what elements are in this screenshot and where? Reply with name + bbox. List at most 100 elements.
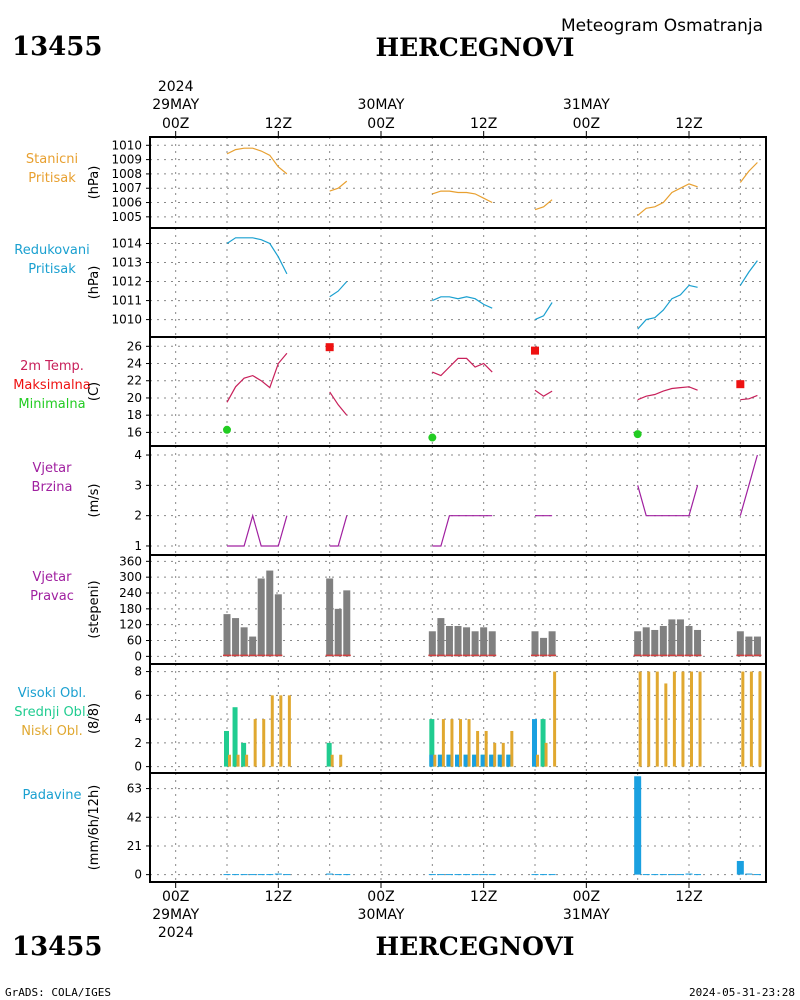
time-label-bottom: 00Z xyxy=(367,889,394,905)
time-label-top: 00Z xyxy=(367,116,394,132)
y-tick-label: 26 xyxy=(127,339,142,353)
cloud-low-bar xyxy=(690,671,693,767)
max-temp-marker xyxy=(736,380,745,389)
y-tick-label: 120 xyxy=(119,618,142,632)
precipitation-bar xyxy=(274,873,282,875)
precipitation-bar xyxy=(531,874,539,876)
cloud-low-bar xyxy=(262,719,266,767)
y-tick-label: 1013 xyxy=(111,256,142,270)
temperature-line xyxy=(432,357,493,377)
wind-direction-bar xyxy=(257,578,265,657)
cloud-low-bar xyxy=(450,719,454,767)
y-tick-label: 4 xyxy=(134,448,142,462)
unit-label: (mm/6h/12h) xyxy=(87,785,102,871)
y-tick-label: 1012 xyxy=(111,275,142,289)
panel-label: Padavine xyxy=(23,788,82,803)
cloud-low-bar xyxy=(484,730,488,767)
panel-label: Pritisak xyxy=(28,262,76,277)
wind-direction-bar xyxy=(428,631,436,657)
wind-direction-bar xyxy=(437,618,445,657)
time-label-bottom: 29MAY xyxy=(152,907,199,923)
y-tick-label: 240 xyxy=(119,586,142,600)
precipitation-bar xyxy=(659,874,667,876)
time-label-top: 30MAY xyxy=(358,97,405,113)
precipitation-bar xyxy=(249,874,257,876)
cloud-low-bar xyxy=(638,671,642,767)
wind-direction-bar xyxy=(454,626,462,657)
cloud-low-bar xyxy=(245,754,249,767)
y-tick-label: 22 xyxy=(127,374,142,388)
wind-direction-bar xyxy=(249,636,257,657)
precipitation-bar xyxy=(454,874,462,876)
wind-direction-bar xyxy=(334,608,342,657)
cloud-middle-bar xyxy=(326,742,332,767)
wind-direction-bar xyxy=(445,626,453,657)
min-temp-marker xyxy=(223,425,231,434)
time-label-top: 12Z xyxy=(265,116,292,132)
cloud-middle-bar xyxy=(232,707,238,767)
y-tick-label: 42 xyxy=(127,810,142,824)
wind-direction-bar xyxy=(266,570,274,657)
station-pressure-line xyxy=(329,180,348,192)
precipitation-bar xyxy=(445,874,453,876)
cloud-low-bar xyxy=(672,671,676,767)
y-tick-label: 24 xyxy=(127,357,142,371)
panel-label: Stanicni xyxy=(26,152,78,167)
cloud-low-bar xyxy=(270,695,274,767)
grid-layer xyxy=(150,137,766,882)
wind-direction-bar xyxy=(240,627,248,657)
cloud-middle-bar xyxy=(540,719,546,767)
precipitation-bar xyxy=(548,874,556,876)
unit-label: (hPa) xyxy=(87,266,102,300)
panel-frame xyxy=(149,772,767,883)
time-label-bottom: 2024 xyxy=(158,925,194,941)
footer-credit: GrADS: COLA/IGES xyxy=(5,986,111,999)
precipitation-bar xyxy=(676,874,684,876)
precipitation-bar xyxy=(651,874,659,876)
panel-frame xyxy=(149,336,767,447)
precipitation-bar xyxy=(283,874,291,876)
cloud-high-bar xyxy=(506,754,512,767)
wind-direction-bar xyxy=(694,629,702,657)
cloud-low-bar xyxy=(441,719,445,767)
y-tick-label: 20 xyxy=(127,391,142,405)
cloud-low-bar xyxy=(236,754,240,767)
precipitation-bar xyxy=(326,873,334,875)
precipitation-bar xyxy=(428,874,436,876)
precipitation-bar xyxy=(668,874,676,876)
min-temp-marker xyxy=(428,433,437,442)
cloud-low-bar xyxy=(253,719,257,767)
reduced-pressure-line xyxy=(534,302,553,321)
cloud-low-bar xyxy=(741,671,745,767)
station-pressure-line xyxy=(226,147,288,175)
wind-direction-bar xyxy=(480,627,488,657)
precipitation-bar xyxy=(642,874,650,876)
panel-label: Minimalna xyxy=(18,397,85,412)
y-tick-label: 1 xyxy=(134,539,142,553)
cloud-low-bar xyxy=(681,671,685,767)
wind-direction-bar xyxy=(343,590,351,657)
station-name: HERCEGNOVI xyxy=(375,33,574,62)
cloud-high-bar xyxy=(455,754,460,767)
time-label-bottom: 12Z xyxy=(470,889,497,905)
wind-direction-bar xyxy=(540,637,548,657)
wind-direction-bar xyxy=(326,578,334,657)
panel-frame xyxy=(149,227,767,338)
cloud-high-bar xyxy=(446,754,452,767)
footer-station-id: 13455 xyxy=(12,932,102,962)
panel-label: Brzina xyxy=(32,480,73,495)
panel-label: Redukovani xyxy=(14,243,89,258)
wind-speed-line xyxy=(432,515,493,547)
y-tick-label: 1005 xyxy=(111,210,142,224)
panel-label: Visoki Obl. xyxy=(18,686,86,701)
wind-direction-bar xyxy=(745,636,753,657)
precipitation-bar xyxy=(540,874,548,876)
y-tick-label: 18 xyxy=(127,408,142,422)
y-tick-label: 21 xyxy=(127,839,142,853)
precipitation-bar xyxy=(437,874,445,876)
cloud-low-bar xyxy=(664,683,668,767)
unit-label: (stepeni) xyxy=(87,580,102,638)
temperature-line xyxy=(226,352,288,403)
